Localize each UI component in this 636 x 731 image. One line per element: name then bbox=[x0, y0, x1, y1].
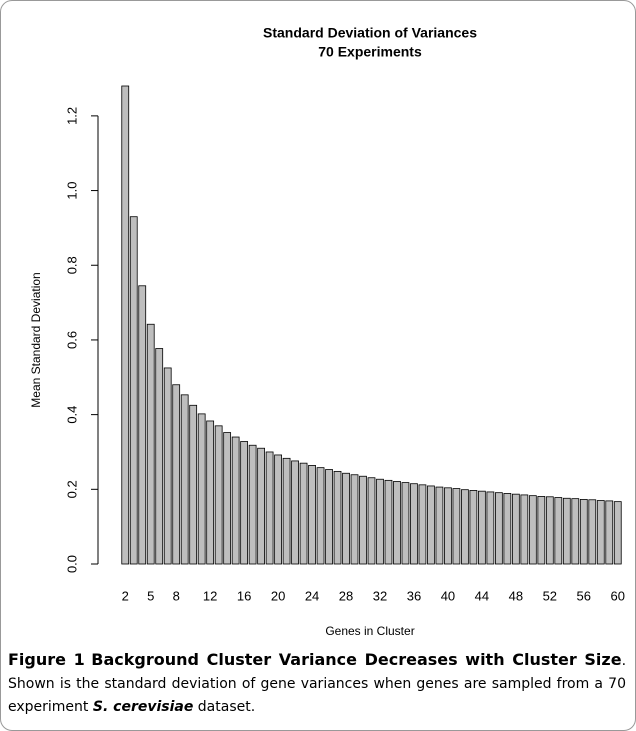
bar bbox=[308, 465, 316, 565]
bar bbox=[588, 499, 597, 565]
y-axis-label: Mean Standard Deviation bbox=[29, 272, 43, 407]
caption-label: Figure 1 bbox=[8, 650, 85, 669]
bar bbox=[206, 420, 215, 565]
x-tick-label: 8 bbox=[173, 588, 180, 603]
bar bbox=[511, 493, 520, 565]
bar bbox=[452, 488, 461, 565]
bar bbox=[138, 285, 147, 565]
x-tick-label: 48 bbox=[509, 588, 523, 603]
bar bbox=[146, 323, 155, 565]
bar bbox=[163, 367, 172, 565]
bar bbox=[367, 477, 376, 565]
bar bbox=[121, 85, 130, 565]
bar bbox=[299, 462, 308, 565]
y-tick-label: 0.0 bbox=[64, 555, 79, 573]
bar bbox=[197, 413, 206, 565]
bar bbox=[613, 501, 622, 565]
y-tick-label: 0.6 bbox=[64, 331, 79, 349]
bar bbox=[350, 474, 359, 565]
bar bbox=[376, 478, 384, 565]
y-tick-label: 1.2 bbox=[64, 107, 79, 125]
bar bbox=[155, 348, 164, 565]
x-tick-label: 32 bbox=[373, 588, 387, 603]
bar bbox=[554, 497, 563, 565]
bar bbox=[248, 444, 257, 565]
bar bbox=[214, 425, 223, 565]
bar bbox=[316, 467, 325, 565]
y-tick-label: 1.0 bbox=[64, 182, 79, 200]
bar bbox=[384, 479, 393, 565]
bar bbox=[274, 454, 282, 565]
bar bbox=[418, 484, 427, 565]
chart-title: Standard Deviation of Variances bbox=[263, 25, 477, 41]
bar bbox=[189, 404, 198, 565]
x-tick-label: 12 bbox=[203, 588, 217, 603]
bar bbox=[223, 432, 232, 565]
y-tick-label: 0.8 bbox=[64, 256, 79, 274]
bar bbox=[537, 496, 546, 565]
bar bbox=[231, 436, 240, 565]
bar bbox=[265, 451, 274, 565]
bar bbox=[291, 460, 299, 565]
bar bbox=[180, 394, 189, 565]
bar bbox=[435, 486, 444, 565]
bar bbox=[257, 447, 265, 565]
bar bbox=[393, 481, 401, 565]
bar bbox=[486, 491, 495, 565]
x-tick-label: 20 bbox=[271, 588, 285, 603]
bar bbox=[359, 475, 367, 565]
y-tick-label: 0.4 bbox=[64, 406, 79, 424]
x-axis-label: Genes in Cluster bbox=[325, 624, 414, 638]
bar bbox=[282, 457, 291, 565]
chart: Standard Deviation of Variances 70 Exper… bbox=[29, 25, 625, 638]
bar bbox=[333, 470, 342, 565]
x-tick-label: 5 bbox=[147, 588, 154, 603]
bar bbox=[503, 493, 512, 565]
bar bbox=[342, 472, 350, 565]
x-tick-label: 40 bbox=[441, 588, 455, 603]
bar bbox=[478, 490, 486, 565]
bar bbox=[444, 487, 452, 565]
bar bbox=[172, 384, 181, 565]
bar bbox=[410, 483, 418, 565]
bar bbox=[579, 498, 588, 565]
bar bbox=[461, 489, 469, 565]
chart-subtitle: 70 Experiments bbox=[318, 44, 422, 60]
bar bbox=[520, 494, 529, 565]
bar bbox=[528, 495, 537, 565]
figure-caption: Figure 1 Background Cluster Variance Dec… bbox=[8, 648, 626, 719]
bar bbox=[545, 496, 554, 565]
bar bbox=[596, 500, 605, 565]
x-tick-label: 52 bbox=[543, 588, 557, 603]
bar bbox=[325, 469, 333, 565]
y-tick-label: 0.2 bbox=[64, 480, 79, 498]
x-tick-label: 36 bbox=[407, 588, 421, 603]
bar bbox=[240, 441, 249, 565]
x-tick-label: 24 bbox=[305, 588, 319, 603]
x-tick-label: 60 bbox=[611, 588, 625, 603]
caption-species: S. cerevisiae bbox=[92, 699, 194, 715]
bar bbox=[401, 482, 410, 565]
caption-title: Background Cluster Variance Decreases wi… bbox=[91, 650, 622, 669]
bar bbox=[605, 500, 614, 565]
bar bbox=[494, 492, 503, 565]
bar bbox=[571, 498, 580, 565]
bar bbox=[129, 216, 138, 565]
bar bbox=[469, 490, 478, 565]
caption-text: dataset. bbox=[193, 699, 256, 715]
bar bbox=[562, 497, 571, 565]
bar bbox=[427, 485, 435, 565]
x-tick-label: 56 bbox=[577, 588, 591, 603]
caption-text: . Shown is the standard deviation of gen… bbox=[8, 653, 627, 715]
x-tick-label: 44 bbox=[475, 588, 489, 603]
x-tick-label: 2 bbox=[122, 588, 129, 603]
x-tick-label: 16 bbox=[237, 588, 251, 603]
x-tick-label: 28 bbox=[339, 588, 353, 603]
